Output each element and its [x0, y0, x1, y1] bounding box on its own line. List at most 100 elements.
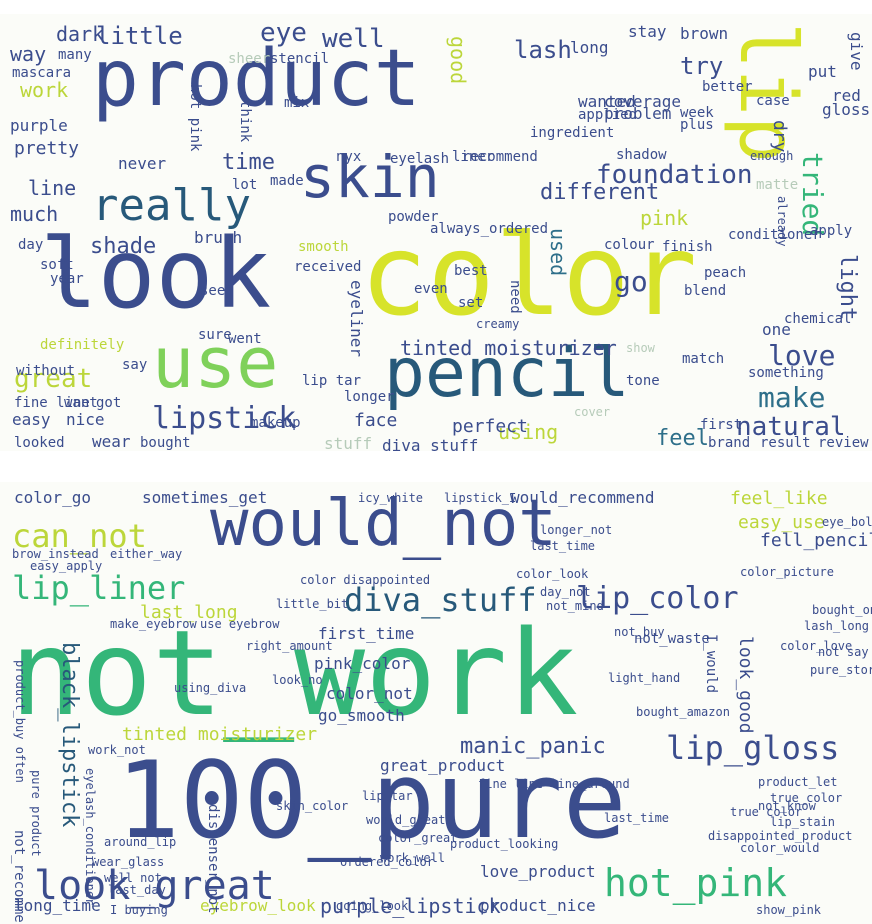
word-cloud-top: product color look lip skin pencil use really li… [0, 14, 872, 451]
bottom_cloud-word-73: lip tar [362, 789, 413, 803]
top_cloud-word-124: tone [626, 373, 660, 389]
top_cloud-word-36: feel [656, 426, 709, 451]
bottom_cloud-word-53: color_love [780, 639, 853, 653]
top_cloud-word-5: pencil [384, 334, 630, 413]
top_cloud-word-11: make [758, 381, 826, 414]
top_cloud-word-98: see [200, 283, 226, 299]
top_cloud-word-48: coverage [604, 92, 682, 111]
top_cloud-word-96: mascara [12, 65, 72, 81]
top_cloud-word-16: eye [260, 18, 307, 48]
top_cloud-word-73: something [748, 365, 824, 381]
top_cloud-word-116: liner [452, 149, 495, 165]
top_cloud-word-46: brand [708, 435, 751, 451]
top_cloud-word-64: always_ordered [430, 221, 549, 237]
cloud-separator [0, 451, 872, 482]
top_cloud-word-29: tinted moisturizer [400, 336, 617, 360]
top_cloud-word-69: day [18, 237, 44, 253]
bottom_cloud-word-83: show_pink [756, 903, 822, 917]
top_cloud-word-22: work [20, 78, 69, 102]
bottom_cloud-word-3: can_not [12, 517, 147, 555]
bottom_cloud-word-11: manic_panic [460, 734, 606, 759]
top_cloud-word-93: week [680, 105, 714, 121]
bottom_cloud-word-24: tinted moisturizer [122, 724, 318, 745]
top_cloud-word-87: shadow [616, 147, 667, 163]
top_cloud-word-17: well [322, 24, 385, 54]
bottom_cloud-word-43: color_look [516, 567, 589, 581]
top_cloud-word-9: foundation [596, 160, 753, 190]
bottom_cloud-word-5: diva_stuff [344, 581, 537, 619]
bottom_cloud-word-17: would_recommend [510, 488, 655, 507]
bottom_cloud-word-29: long_time [14, 896, 101, 915]
top_cloud-word-12: natural [736, 412, 846, 442]
bottom_cloud-word-81: lip_stain [770, 815, 836, 829]
top_cloud-word-84: peach [704, 265, 747, 281]
top_cloud-word-59: long [570, 38, 609, 57]
top_cloud-word-86: colour [604, 237, 655, 253]
top_cloud-word-50: problem [604, 104, 672, 123]
top_cloud-word-112: stencil [270, 51, 330, 67]
top_cloud-word-83: need [507, 280, 523, 314]
bottom_cloud-word-1: 100_pure [116, 739, 627, 862]
bottom_cloud-word-13: look_good [735, 636, 756, 734]
top_cloud-word-122: cover [574, 405, 611, 419]
top_cloud-word-110: year [50, 271, 84, 287]
top_cloud-word-37: using [498, 420, 559, 444]
bottom_cloud-word-10: black_lipstick [57, 642, 82, 828]
bottom_cloud-word-42: not_mind [546, 599, 604, 613]
top_cloud-word-65: apply [810, 223, 853, 239]
top_cloud-word-63: powder [388, 209, 439, 225]
top_cloud-word-26: line [28, 176, 77, 200]
top_cloud-word-13: great [14, 364, 93, 394]
top_cloud-word-111: hot pink [187, 84, 203, 152]
top_cloud-word-19: try [680, 52, 724, 80]
bottom_cloud-word-39: ordered_color [340, 855, 434, 869]
bottom_cloud-word-37: work_well [380, 851, 446, 865]
top_cloud-word-91: mix [284, 95, 310, 111]
bottom_cloud-word-49: not_know [758, 799, 816, 813]
bottom_cloud-word-65: color disappointed [300, 573, 431, 587]
bottom_cloud-word-59: last_day [108, 883, 166, 897]
top_cloud-word-8: lipstick [152, 401, 297, 436]
top_cloud-word-95: better [702, 79, 753, 95]
bottom_cloud-word-71: bought_amazon [636, 705, 730, 719]
top_cloud-word-55: brown [680, 24, 729, 43]
top_cloud-word-40: wear [92, 432, 131, 451]
top_cloud-word-72: one [762, 320, 791, 339]
top_cloud-word-47: review [818, 435, 869, 451]
bottom_cloud-word-8: look_great [34, 863, 275, 909]
bottom_cloud-word-57: around_lip [104, 835, 177, 849]
top_cloud-word-82: creamy [476, 317, 520, 331]
bottom_cloud-word-47: disappointed_product [708, 829, 853, 843]
top_cloud-word-119: enough [750, 149, 794, 163]
top_cloud-word-99: sure [198, 327, 232, 343]
top_cloud-word-57: give [847, 32, 866, 71]
bottom_cloud-word-69: using_diva [174, 681, 247, 695]
top_cloud-word-1: color [360, 211, 698, 341]
top_cloud-word-92: applied [578, 107, 638, 123]
bottom_cloud-word-78: bought_one [812, 603, 872, 617]
bottom_cloud-word-55: product_let [758, 775, 838, 789]
bottom_cloud-word-26: last_long [140, 602, 238, 623]
bottom_cloud-word-82: last_time [604, 811, 670, 825]
bottom_cloud-word-12: purple_lipstick [320, 894, 501, 918]
bottom_cloud-word-36: would_great [366, 813, 446, 827]
top_cloud-word-14: shade [90, 234, 157, 259]
top_cloud-word-34: pink [640, 206, 689, 230]
bottom_cloud-word-51: not say [818, 645, 869, 659]
bottom_cloud-word-77: eyelash_conditioner [83, 768, 97, 906]
bottom_cloud-word-18: sometimes_get [142, 488, 268, 507]
top_cloud-word-118: plus [680, 117, 714, 133]
top_cloud-word-21: way [10, 42, 47, 66]
top_cloud-word-42: nice [66, 410, 105, 429]
top_cloud-word-23: pretty [14, 138, 80, 159]
top_cloud-word-10: love [768, 339, 836, 372]
bottom_cloud-word-56: wear_glass [92, 855, 165, 869]
top_cloud-word-104: fine line [14, 395, 90, 411]
top_cloud-word-2: look [40, 218, 272, 330]
top_cloud-word-45: diva stuff [382, 436, 479, 452]
top_cloud-word-7: really [92, 180, 251, 231]
bottom_cloud-word-6: lip_color [576, 581, 739, 616]
bottom_cloud-word-34: true color [730, 805, 803, 819]
bottom_cloud-word-50: lash_long [804, 619, 870, 633]
top_cloud-word-15: little [96, 22, 183, 50]
